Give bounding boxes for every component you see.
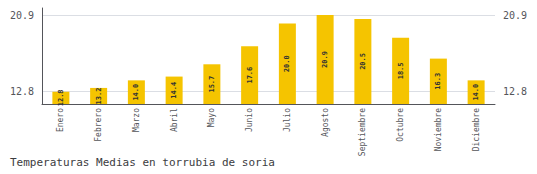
- svg-text:Enero: Enero: [56, 108, 65, 132]
- svg-text:18.5: 18.5: [397, 62, 405, 79]
- svg-text:14.0: 14.0: [132, 84, 140, 101]
- svg-text:Diciembre: Diciembre: [472, 108, 481, 152]
- svg-text:20.9: 20.9: [10, 10, 34, 21]
- svg-text:20.9: 20.9: [503, 10, 527, 21]
- svg-text:17.6: 17.6: [246, 67, 254, 84]
- svg-text:Junio: Junio: [245, 108, 254, 132]
- svg-text:20.9: 20.9: [321, 51, 329, 68]
- svg-text:Febrero: Febrero: [94, 108, 103, 142]
- svg-text:20.0: 20.0: [283, 55, 291, 72]
- svg-text:12.8: 12.8: [10, 86, 34, 97]
- svg-text:15.7: 15.7: [208, 76, 216, 93]
- svg-text:Marzo: Marzo: [132, 108, 141, 132]
- svg-text:Abril: Abril: [170, 108, 179, 132]
- svg-text:Mayo: Mayo: [207, 108, 216, 127]
- svg-text:14.0: 14.0: [472, 84, 480, 101]
- svg-text:Agosto: Agosto: [321, 108, 330, 137]
- svg-text:Septiembre: Septiembre: [358, 108, 367, 156]
- svg-text:13.2: 13.2: [95, 88, 103, 105]
- svg-text:Julio: Julio: [283, 108, 292, 132]
- svg-text:16.3: 16.3: [434, 73, 442, 90]
- svg-text:Noviembre: Noviembre: [434, 108, 443, 152]
- svg-text:14.4: 14.4: [170, 82, 178, 99]
- svg-text:12.8: 12.8: [57, 89, 65, 106]
- svg-text:Octubre: Octubre: [396, 108, 405, 142]
- svg-text:12.8: 12.8: [503, 86, 527, 97]
- svg-text:20.5: 20.5: [359, 53, 367, 70]
- svg-text:Temperaturas Medias en torrubi: Temperaturas Medias en torrubia de soria: [10, 156, 275, 169]
